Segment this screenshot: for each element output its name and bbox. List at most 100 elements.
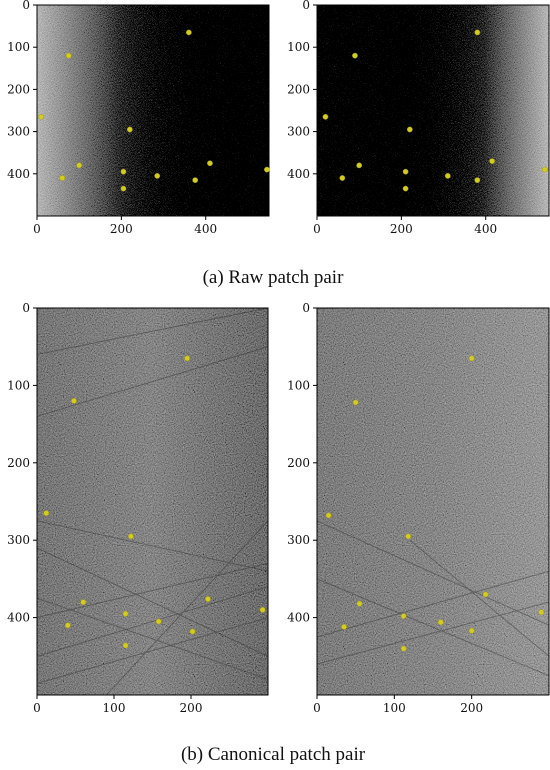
scratch-lines (36, 307, 269, 696)
caption-a: (a) Raw patch pair (203, 267, 345, 288)
keypoint (186, 29, 192, 36)
y-tick-label: 300 (287, 125, 310, 139)
keypoint (489, 158, 495, 164)
keypoint (192, 177, 199, 183)
x-tick-label: 0 (313, 222, 321, 236)
keypoint (122, 610, 129, 617)
keypoint (444, 173, 451, 179)
patch-image (37, 308, 268, 695)
keypoint (259, 607, 266, 613)
y-tick-label: 100 (287, 378, 310, 392)
y-tick-label: 0 (302, 0, 310, 12)
x-tick-label: 200 (110, 222, 133, 236)
keypoint (400, 645, 407, 652)
keypoint (322, 113, 329, 120)
x-tick-label: 0 (313, 701, 321, 715)
keypoint (71, 398, 77, 404)
keypoint (538, 609, 545, 616)
keypoint (205, 596, 211, 602)
x-tick-label: 200 (390, 222, 413, 236)
keypoint (154, 173, 161, 179)
scratch-line (36, 346, 269, 417)
keypoint (264, 166, 270, 173)
keypoint (352, 52, 358, 59)
keypoint (126, 126, 133, 133)
y-tick-label: 100 (287, 40, 310, 54)
keypoint (65, 52, 72, 59)
x-tick-label: 100 (383, 701, 406, 715)
y-tick-label: 0 (22, 0, 30, 12)
keypoint (155, 618, 162, 625)
x-tick-label: 200 (180, 701, 203, 715)
y-tick-label: 100 (7, 40, 30, 54)
keypoint (437, 619, 444, 626)
patch-image (317, 5, 549, 216)
scratch-line (36, 562, 269, 619)
keypoint (406, 126, 413, 133)
keypoint (128, 533, 134, 540)
y-tick-label: 400 (7, 167, 30, 181)
keypoint (80, 599, 87, 605)
keypoint (43, 510, 50, 516)
axes-frame (36, 4, 270, 217)
scratch-line (36, 547, 269, 657)
keypoint (352, 399, 359, 406)
x-tick-label: 0 (33, 701, 41, 715)
keypoint (402, 168, 409, 175)
y-tick-label: 400 (287, 611, 310, 625)
patch-image (317, 308, 549, 695)
keypoint (339, 175, 346, 181)
keypoint (189, 628, 196, 635)
scratch-line (409, 539, 550, 657)
caption-b: (b) Canonical patch pair (181, 744, 366, 765)
x-tick-label: 100 (103, 701, 126, 715)
keypoint (474, 177, 481, 183)
keypoint (400, 613, 407, 619)
scratch-line (316, 570, 550, 638)
keypoint (356, 600, 363, 607)
scratch-line (36, 597, 269, 680)
panel-canonical-right: 0 100 200 0 100 200 300 400 (287, 301, 550, 715)
scratch-line (105, 520, 269, 696)
panel-canonical-left: 0 100 200 0 100 200 300 400 (7, 301, 269, 715)
y-tick-label: 400 (287, 167, 310, 181)
keypoint (468, 355, 475, 362)
keypoint (402, 185, 409, 192)
scratch-line (36, 586, 269, 657)
axes-frame (36, 307, 269, 696)
keypoint (120, 168, 127, 175)
keypoint (120, 185, 127, 192)
y-tick-label: 0 (302, 301, 310, 315)
keypoint (207, 160, 213, 167)
keypoint (356, 162, 363, 169)
keypoint (184, 355, 190, 362)
x-tick-label: 200 (460, 701, 483, 715)
panel-raw-left: 0 200 400 0 100 200 300 400 (7, 0, 270, 236)
y-tick-label: 100 (7, 378, 30, 392)
keypoint (482, 591, 489, 598)
y-tick-label: 200 (7, 456, 30, 470)
scratch-line (36, 307, 269, 355)
scratch-line (316, 601, 550, 665)
y-tick-label: 200 (287, 456, 310, 470)
panel-raw-right: 0 200 400 0 100 200 300 400 (287, 0, 550, 236)
axes-frame (316, 4, 550, 217)
keypoint (59, 175, 66, 181)
keypoint (122, 642, 129, 649)
keypoint (325, 512, 332, 519)
keypoint (474, 29, 481, 36)
y-tick-label: 400 (7, 611, 30, 625)
x-tick-label: 400 (474, 222, 497, 236)
keypoint (76, 162, 83, 169)
scratch-line (316, 520, 550, 626)
y-tick-label: 200 (287, 82, 310, 96)
y-tick-label: 200 (7, 82, 30, 96)
x-tick-label: 400 (194, 222, 217, 236)
keypoint (405, 533, 412, 540)
scratch-lines (316, 520, 550, 677)
scratch-line (36, 617, 269, 684)
x-tick-label: 0 (33, 222, 41, 236)
keypoint (541, 166, 548, 173)
keypoint (38, 113, 45, 120)
